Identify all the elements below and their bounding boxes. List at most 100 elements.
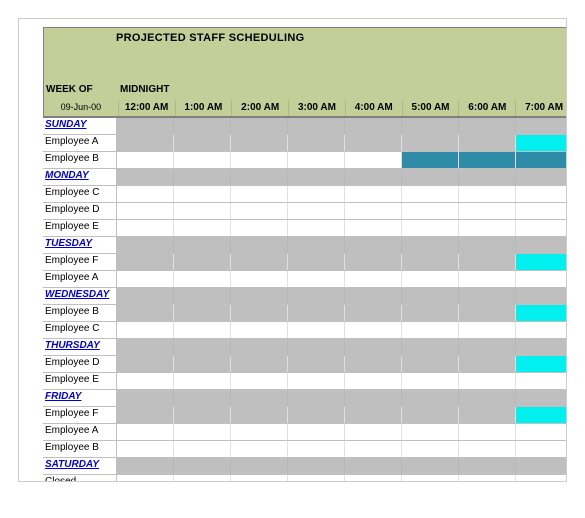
- employee-label: Employee D: [43, 203, 117, 219]
- day-row: THURSDAY: [43, 339, 567, 356]
- schedule-cell: [459, 305, 516, 321]
- schedule-cell: [288, 203, 345, 219]
- row-cells: [117, 152, 567, 168]
- schedule-cell: [402, 458, 459, 474]
- schedule-cell: [459, 288, 516, 304]
- header-labels-row: WEEK OF MIDNIGHT: [44, 84, 567, 100]
- time-col-0: 12:00 AM: [118, 100, 175, 116]
- schedule-cell: [231, 373, 288, 389]
- midnight-label: MIDNIGHT: [118, 84, 169, 100]
- schedule-cell: [117, 424, 174, 440]
- schedule-cell: [231, 220, 288, 236]
- schedule-cell: [459, 458, 516, 474]
- schedule-cell: [459, 356, 516, 372]
- employee-label: Employee F: [43, 254, 117, 270]
- row-cells: [117, 441, 567, 457]
- row-cells: [117, 118, 567, 134]
- row-cells: [117, 305, 567, 321]
- time-col-5: 5:00 AM: [402, 100, 459, 116]
- employee-row: Employee F: [43, 407, 567, 424]
- schedule-cell: [174, 288, 231, 304]
- schedule-cell: [288, 390, 345, 406]
- schedule-cell: [345, 407, 402, 423]
- schedule-cell: [174, 169, 231, 185]
- schedule-cell: [117, 203, 174, 219]
- employee-label: Employee C: [43, 186, 117, 202]
- schedule-cell: [402, 407, 459, 423]
- schedule-cell: [288, 220, 345, 236]
- schedule-cell: [117, 475, 174, 482]
- schedule-cell: [402, 186, 459, 202]
- schedule-cell: [231, 237, 288, 253]
- schedule-cell: [459, 441, 516, 457]
- schedule-cell: [345, 475, 402, 482]
- schedule-cell: [231, 475, 288, 482]
- schedule-cell: [288, 186, 345, 202]
- row-cells: [117, 390, 567, 406]
- schedule-cell: [117, 458, 174, 474]
- day-row: SUNDAY: [43, 118, 567, 135]
- time-col-6: 6:00 AM: [458, 100, 515, 116]
- schedule-cell: [345, 169, 402, 185]
- schedule-cell: [402, 390, 459, 406]
- schedule-cell: [174, 424, 231, 440]
- row-cells: [117, 407, 567, 423]
- employee-label: Employee A: [43, 424, 117, 440]
- schedule-cell: [345, 458, 402, 474]
- employee-label: Employee A: [43, 135, 117, 151]
- schedule-cell: [174, 237, 231, 253]
- schedule-cell: [459, 152, 516, 168]
- schedule-cell: [231, 135, 288, 151]
- schedule-cell: [345, 288, 402, 304]
- schedule-cell: [345, 186, 402, 202]
- schedule-cell: [402, 441, 459, 457]
- schedule-cell: [231, 339, 288, 355]
- schedule-cell: [345, 441, 402, 457]
- schedule-cell: [345, 118, 402, 134]
- schedule-cell: [231, 390, 288, 406]
- schedule-cell: [288, 288, 345, 304]
- day-label: SATURDAY: [43, 458, 117, 474]
- schedule-cell: [402, 135, 459, 151]
- sheet-title: PROJECTED STAFF SCHEDULING: [44, 28, 567, 84]
- employee-row: Employee B: [43, 441, 567, 458]
- header-block: PROJECTED STAFF SCHEDULING WEEK OF MIDNI…: [43, 27, 567, 118]
- employee-label: Closed: [43, 475, 117, 482]
- schedule-cell: [288, 373, 345, 389]
- schedule-cell: [402, 118, 459, 134]
- schedule-cell: [174, 271, 231, 287]
- schedule-cell: [516, 373, 567, 389]
- schedule-cell: [345, 220, 402, 236]
- row-cells: [117, 203, 567, 219]
- employee-row: Employee B: [43, 152, 567, 169]
- schedule-cell: [117, 220, 174, 236]
- schedule-cell: [516, 458, 567, 474]
- row-cells: [117, 135, 567, 151]
- schedule-cell: [117, 407, 174, 423]
- schedule-cell: [174, 220, 231, 236]
- schedule-cell: [231, 424, 288, 440]
- employee-row: Employee C: [43, 322, 567, 339]
- schedule-cell: [174, 152, 231, 168]
- schedule-cell: [117, 288, 174, 304]
- weekof-label: WEEK OF: [44, 84, 118, 100]
- schedule-cell: [231, 322, 288, 338]
- schedule-cell: [117, 135, 174, 151]
- day-row: FRIDAY: [43, 390, 567, 407]
- row-cells: [117, 254, 567, 270]
- schedule-cell: [402, 305, 459, 321]
- schedule-cell: [117, 169, 174, 185]
- schedule-cell: [288, 407, 345, 423]
- time-header-row: 09-Jun-00 12:00 AM 1:00 AM 2:00 AM 3:00 …: [44, 100, 567, 118]
- schedule-cell: [117, 356, 174, 372]
- schedule-cell: [288, 152, 345, 168]
- schedule-cell: [516, 407, 567, 423]
- schedule-cell: [345, 339, 402, 355]
- schedule-cell: [516, 135, 567, 151]
- schedule-cell: [516, 254, 567, 270]
- schedule-cell: [345, 373, 402, 389]
- employee-label: Employee B: [43, 441, 117, 457]
- schedule-cell: [174, 254, 231, 270]
- schedule-cell: [288, 339, 345, 355]
- schedule-cell: [345, 356, 402, 372]
